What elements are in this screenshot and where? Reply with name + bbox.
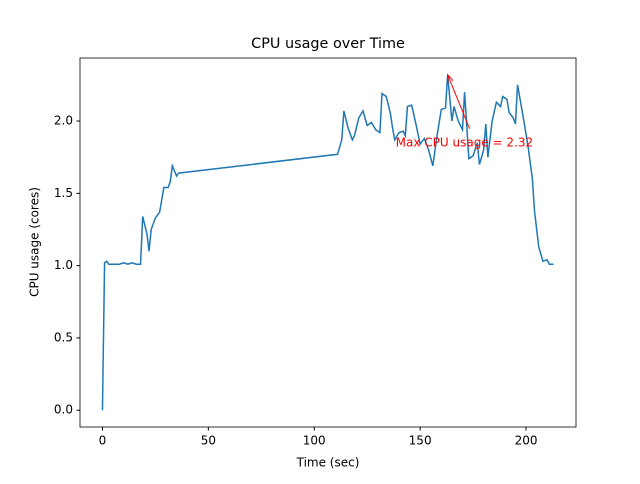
x-tick-label: 150 [409, 434, 432, 448]
annotation: Max CPU usage = 2.32 [396, 135, 533, 149]
y-tick-label: 0.5 [54, 330, 73, 344]
annotation-arrowhead [447, 73, 454, 83]
annotation-arrow [447, 74, 471, 129]
y-tick-label: 1.5 [54, 186, 73, 200]
plot-frame [79, 57, 577, 428]
y-tick-label: 1.0 [54, 258, 73, 272]
x-tick-label: 200 [515, 434, 538, 448]
x-tick-label: 0 [99, 434, 107, 448]
x-tick-label: 100 [303, 434, 326, 448]
y-tick-label: 0.0 [54, 403, 73, 417]
y-tick-label: 2.0 [54, 114, 73, 128]
data-line [101, 74, 554, 411]
y-axis-label: CPU usage (cores) [28, 187, 42, 297]
chart-title: CPU usage over Time [251, 36, 405, 52]
x-axis-label: Time (sec) [296, 456, 360, 470]
x-tick-label: 50 [201, 434, 216, 448]
